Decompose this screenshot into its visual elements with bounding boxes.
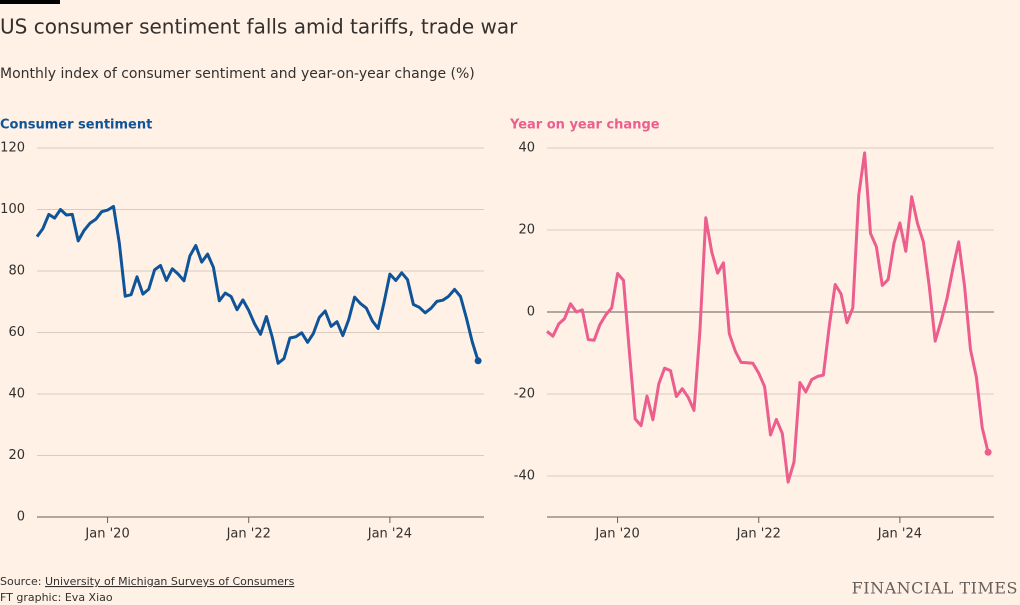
- x-tick-label: Jan '20: [84, 527, 129, 542]
- brand-logo: FINANCIAL TIMES: [852, 579, 1018, 598]
- end-dot: [474, 357, 482, 365]
- panel-label: Consumer sentiment: [0, 118, 152, 133]
- title: US consumer sentiment falls amid tariffs…: [0, 15, 518, 39]
- y-tick-label: 120: [0, 141, 25, 156]
- x-tick-label: Jan '22: [736, 527, 781, 542]
- y-tick-label: 20: [518, 223, 535, 238]
- y-tick-label: 40: [8, 387, 25, 402]
- line: [546, 151, 990, 484]
- x-tick-label: Jan '24: [877, 527, 922, 542]
- source: Source: University of Michigan Surveys o…: [0, 575, 295, 588]
- source-prefix: Source:: [0, 575, 42, 588]
- y-tick-label: 0: [527, 305, 535, 320]
- y-tick-label: 100: [0, 202, 25, 217]
- x-tick-label: Jan '20: [594, 527, 639, 542]
- credit: FT graphic: Eva Xiao: [0, 591, 113, 604]
- x-tick-label: Jan '22: [226, 527, 271, 542]
- y-tick-label: 0: [17, 510, 25, 525]
- x-tick-label: Jan '24: [367, 527, 412, 542]
- y-tick-label: -40: [514, 469, 535, 484]
- y-tick-label: -20: [514, 387, 535, 402]
- line: [35, 204, 480, 365]
- y-tick-label: 80: [8, 264, 25, 279]
- end-dot: [984, 448, 992, 456]
- y-tick-label: 20: [8, 448, 25, 463]
- panel-label: Year on year change: [509, 118, 660, 133]
- y-tick-label: 60: [8, 325, 25, 340]
- brand-bar: [0, 0, 60, 4]
- y-tick-label: 40: [518, 141, 535, 156]
- subtitle: Monthly index of consumer sentiment and …: [0, 66, 475, 82]
- source-link[interactable]: University of Michigan Surveys of Consum…: [45, 575, 295, 588]
